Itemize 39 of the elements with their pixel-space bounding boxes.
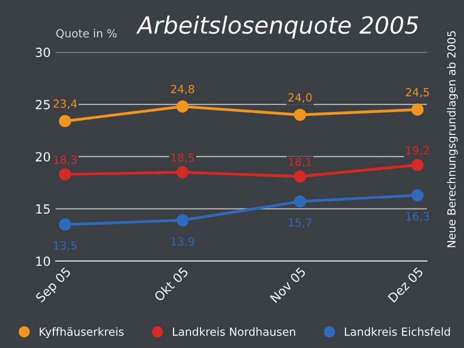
point bbox=[411, 104, 424, 116]
chart-title: Arbeitslosenquote 2005 bbox=[136, 16, 418, 38]
point bbox=[294, 195, 306, 208]
text: Neue Berechnungsgrundlagen ab 2005 bbox=[447, 31, 458, 248]
point bbox=[294, 170, 306, 183]
legend-label: Landkreis Eichsfeld bbox=[344, 327, 450, 336]
data-label: 24,0 bbox=[288, 93, 312, 103]
data-label: 16,3 bbox=[406, 212, 429, 222]
y-tick-label: 25 bbox=[36, 100, 50, 110]
x-tick-label: Dez 05 bbox=[388, 266, 424, 303]
data-label: 13,5 bbox=[54, 241, 76, 251]
data-label: 13,9 bbox=[171, 237, 194, 247]
point bbox=[411, 158, 424, 172]
x-tick-label: Nov 05 bbox=[270, 266, 306, 304]
point bbox=[294, 108, 306, 121]
data-label: 19,2 bbox=[406, 146, 429, 156]
y-tick-label: 10 bbox=[36, 256, 50, 266]
point bbox=[411, 189, 424, 202]
y-tick-label: 15 bbox=[36, 204, 50, 214]
point bbox=[176, 166, 189, 178]
point bbox=[59, 168, 72, 180]
data-label: 24,5 bbox=[406, 88, 429, 98]
point bbox=[59, 115, 72, 128]
x-tick-label: Okt 05 bbox=[153, 266, 189, 302]
data-label: 18,5 bbox=[171, 153, 194, 163]
y-tick-label: 20 bbox=[36, 152, 50, 162]
data-label: 15,7 bbox=[288, 218, 312, 228]
legend-label: Landkreis Nordhausen bbox=[172, 327, 296, 336]
point bbox=[176, 214, 189, 226]
x-tick-label: Sep 05 bbox=[35, 266, 73, 305]
data-label: 24,8 bbox=[170, 84, 194, 94]
y-tick-label: 30 bbox=[36, 48, 50, 58]
point bbox=[176, 100, 189, 113]
point bbox=[59, 218, 72, 231]
legend-label: Kyffhäuserkreis bbox=[40, 327, 124, 338]
data-label: 18,1 bbox=[288, 158, 312, 168]
data-label: 23,4 bbox=[54, 99, 77, 109]
data-label: 18,3 bbox=[54, 155, 77, 165]
y-axis-title: Quote in % bbox=[56, 28, 117, 39]
